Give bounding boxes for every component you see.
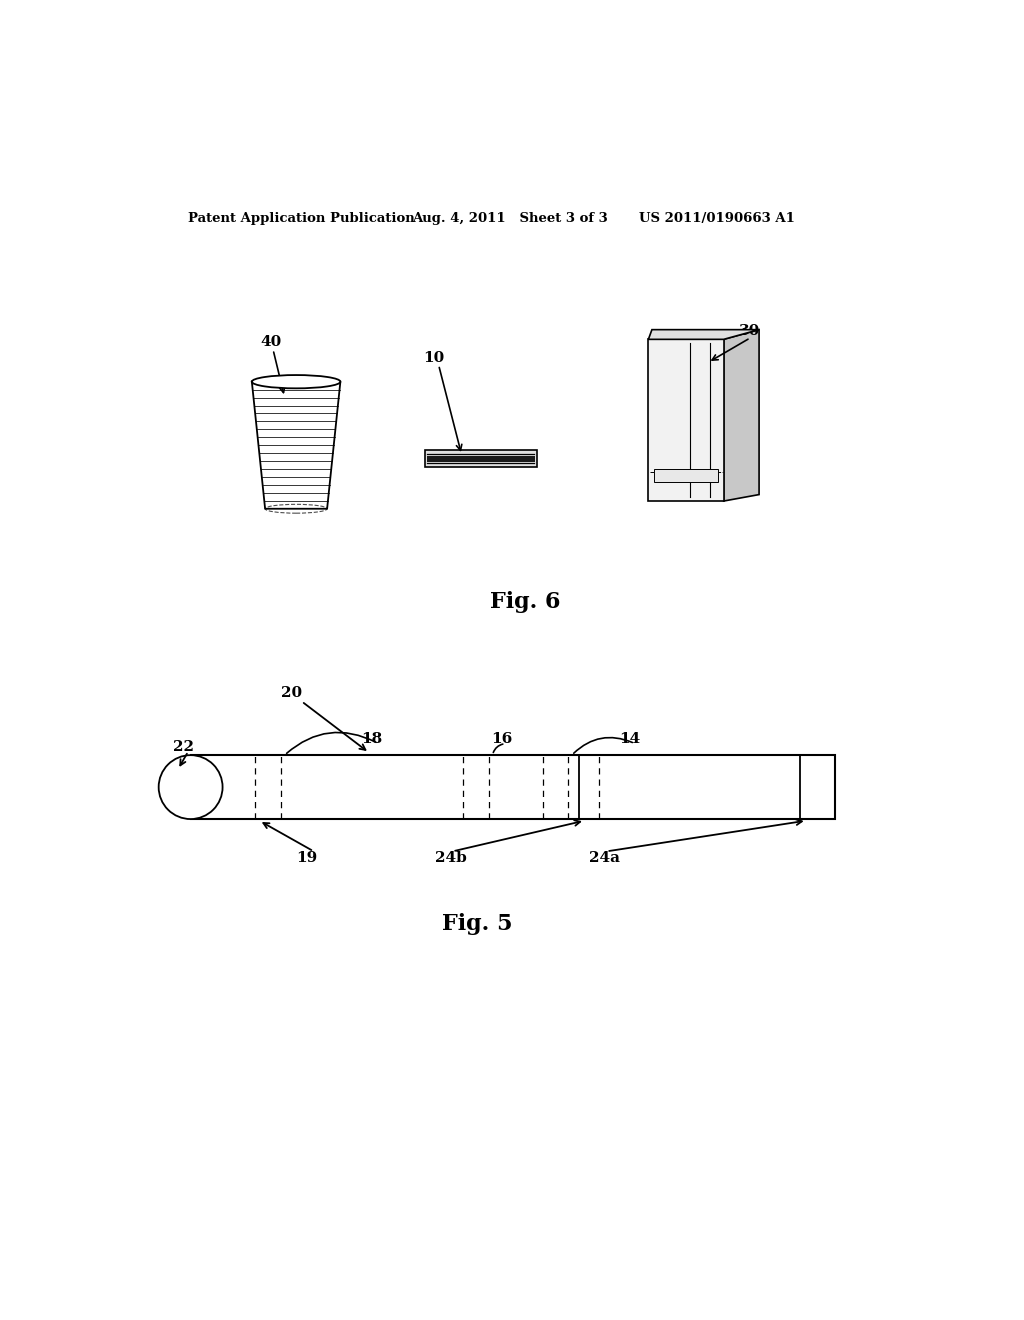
Text: Patent Application Publication: Patent Application Publication (188, 213, 415, 226)
Bar (190, 755, 836, 818)
Text: 40: 40 (260, 335, 282, 350)
Bar (654, 469, 718, 482)
Text: Fig. 6: Fig. 6 (489, 591, 560, 612)
Text: 24a: 24a (589, 851, 620, 866)
Text: 18: 18 (361, 733, 383, 746)
Text: 19: 19 (296, 851, 317, 866)
Text: 22: 22 (173, 739, 194, 754)
Polygon shape (724, 330, 759, 502)
Text: 10: 10 (423, 351, 444, 364)
Text: 16: 16 (490, 733, 512, 746)
Text: 20: 20 (281, 686, 302, 700)
Bar (425, 450, 537, 467)
Bar (427, 455, 536, 462)
Text: 14: 14 (620, 733, 641, 746)
Text: 30: 30 (739, 323, 760, 338)
Ellipse shape (252, 375, 340, 388)
Polygon shape (252, 381, 340, 508)
Text: US 2011/0190663 A1: US 2011/0190663 A1 (639, 213, 795, 226)
Text: Aug. 4, 2011   Sheet 3 of 3: Aug. 4, 2011 Sheet 3 of 3 (412, 213, 607, 226)
Polygon shape (648, 339, 724, 502)
Text: Fig. 5: Fig. 5 (441, 913, 512, 935)
Text: 24b: 24b (435, 851, 467, 866)
Circle shape (159, 755, 222, 818)
Polygon shape (648, 330, 759, 339)
